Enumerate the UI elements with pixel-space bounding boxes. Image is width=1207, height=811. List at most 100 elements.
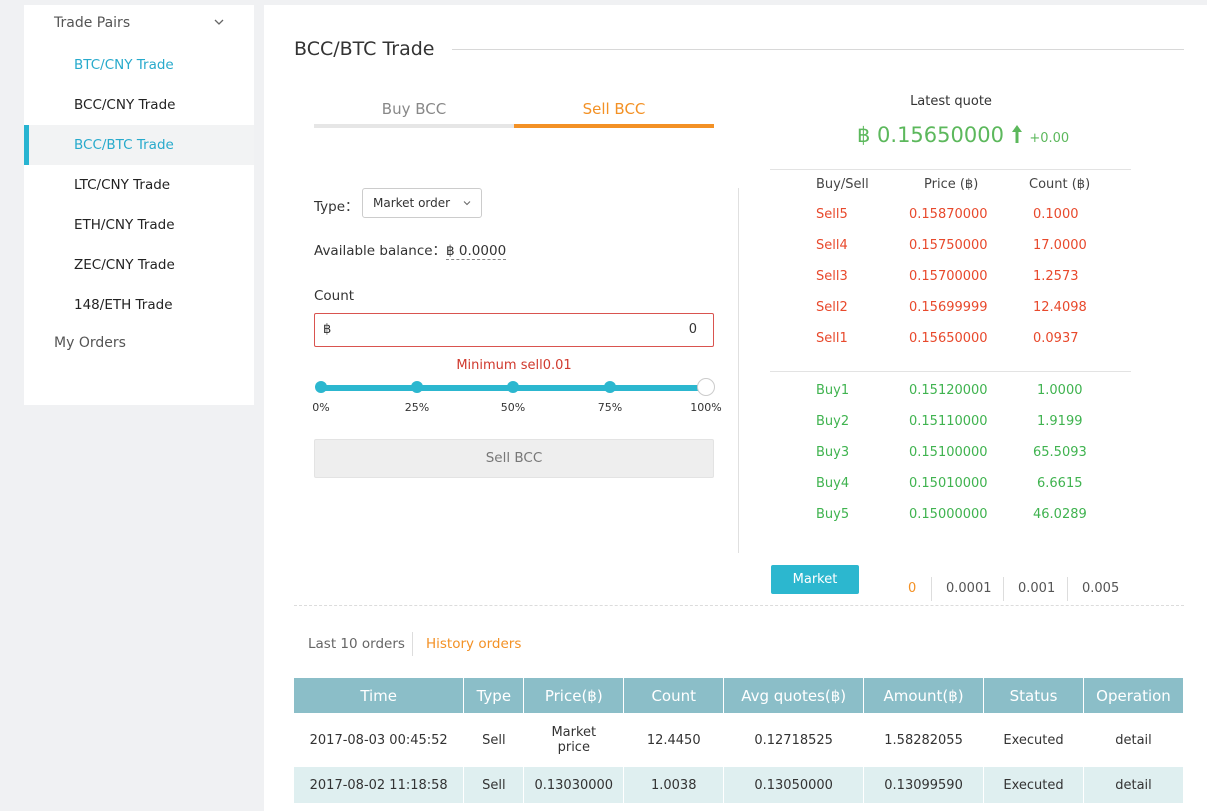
ask-count[interactable]: 17.0000 [1033, 238, 1087, 253]
sidebar-heading[interactable]: Trade Pairs [54, 15, 131, 31]
order-detail-link[interactable]: detail [1083, 767, 1185, 803]
count-input[interactable]: ฿ 0 [314, 313, 714, 347]
tab-last-orders[interactable]: Last 10 orders [308, 636, 405, 652]
order-detail-link[interactable]: detail [1083, 713, 1185, 767]
slider-stop-0[interactable] [315, 381, 327, 393]
arrow-up-icon [1011, 125, 1022, 143]
page-title: BCC/BTC Trade [294, 38, 435, 60]
precision-option[interactable]: 0.0001 [946, 581, 992, 596]
order-book-header-side: Buy/Sell [816, 177, 869, 192]
precision-option[interactable]: 0.005 [1082, 581, 1120, 596]
latest-quote-change: +0.00 [1029, 131, 1070, 146]
latest-quote: ฿ 0.15650000 +0.00 [857, 123, 1069, 147]
bid-count[interactable]: 65.5093 [1033, 445, 1087, 460]
slider-stop-25[interactable] [411, 381, 423, 393]
ask-side[interactable]: Sell5 [816, 207, 848, 222]
count-value[interactable]: 0 [688, 322, 697, 337]
latest-quote-price: ฿ 0.15650000 [857, 123, 1004, 147]
chevron-down-icon[interactable] [212, 15, 226, 29]
sidebar-item-my-orders[interactable]: My Orders [54, 335, 126, 351]
sidebar-item-btc-cny[interactable]: BTC/CNY Trade [74, 57, 174, 73]
precision-divider [931, 577, 932, 601]
sidebar-item-148-eth[interactable]: 148/ETH Trade [74, 297, 173, 313]
order-status: Executed [983, 713, 1084, 767]
order-book-top-line [770, 169, 1131, 170]
precision-divider [1067, 577, 1068, 601]
order-book-mid-line [770, 371, 1131, 372]
ask-count[interactable]: 0.0937 [1033, 331, 1079, 346]
bid-price[interactable]: 0.15000000 [909, 507, 988, 522]
slider-stop-75[interactable] [604, 381, 616, 393]
order-type: Sell [463, 713, 525, 767]
ask-price[interactable]: 0.15699999 [909, 300, 988, 315]
ask-side[interactable]: Sell4 [816, 238, 848, 253]
bid-count[interactable]: 6.6615 [1037, 476, 1083, 491]
bid-count[interactable]: 1.9199 [1037, 414, 1083, 429]
tab-history-orders[interactable]: History orders [426, 636, 522, 652]
column-header-amount: Amount(฿) [863, 678, 985, 713]
main-panel: BCC/BTC Trade Buy BCC Sell BCC Type： Mar… [264, 5, 1207, 811]
bid-count[interactable]: 1.0000 [1037, 383, 1083, 398]
order-time: 2017-08-03 00:45:52 [294, 713, 465, 767]
ask-price[interactable]: 0.15750000 [909, 238, 988, 253]
sell-submit-button[interactable]: Sell BCC [314, 439, 714, 478]
ask-count[interactable]: 12.4098 [1033, 300, 1087, 315]
ask-side[interactable]: Sell3 [816, 269, 848, 284]
sidebar-item-bcc-btc[interactable]: BCC/BTC Trade [24, 125, 254, 165]
tab-sell-underline [514, 124, 714, 128]
bid-price[interactable]: 0.15110000 [909, 414, 988, 429]
column-header-type: Type [463, 678, 525, 713]
market-button[interactable]: Market [771, 565, 859, 594]
bid-price[interactable]: 0.15100000 [909, 445, 988, 460]
section-divider [294, 605, 1184, 606]
ask-side[interactable]: Sell2 [816, 300, 848, 315]
order-time: 2017-08-02 11:18:58 [294, 767, 465, 803]
balance-label: Available balance： [314, 243, 447, 259]
minimum-sell-warning: Minimum sell0.01 [456, 358, 572, 373]
count-currency-prefix: ฿ [323, 322, 332, 337]
sidebar-item-zec-cny[interactable]: ZEC/CNY Trade [74, 257, 175, 273]
bid-price[interactable]: 0.15010000 [909, 476, 988, 491]
bid-side[interactable]: Buy1 [816, 383, 850, 398]
order-type-select[interactable]: Market order [362, 188, 482, 218]
sidebar-item-ltc-cny[interactable]: LTC/CNY Trade [74, 177, 171, 193]
bid-side[interactable]: Buy3 [816, 445, 850, 460]
tab-sell[interactable]: Sell BCC [582, 100, 646, 118]
balance-value[interactable]: ฿ 0.0000 [446, 243, 507, 260]
table-row: 2017-08-02 11:18:58 Sell 0.13030000 1.00… [294, 767, 1185, 803]
tab-buy-underline [314, 124, 514, 128]
order-amount: 0.13099590 [863, 767, 985, 803]
order-book-header-price: Price (฿) [924, 177, 979, 192]
tab-buy[interactable]: Buy BCC [381, 100, 447, 118]
order-amount: 1.58282055 [863, 713, 985, 767]
ask-count[interactable]: 1.2573 [1033, 269, 1079, 284]
bid-price[interactable]: 0.15120000 [909, 383, 988, 398]
sidebar-item-eth-cny[interactable]: ETH/CNY Trade [74, 217, 175, 233]
bid-side[interactable]: Buy5 [816, 507, 850, 522]
slider-label: 0% [312, 401, 330, 414]
count-label: Count [314, 288, 355, 304]
bid-count[interactable]: 46.0289 [1033, 507, 1087, 522]
precision-option[interactable]: 0.001 [1018, 581, 1056, 596]
order-price-line: Market [551, 725, 597, 740]
slider-handle[interactable] [697, 378, 715, 396]
ask-price[interactable]: 0.15870000 [909, 207, 988, 222]
order-price-line: price [557, 740, 590, 755]
ask-count[interactable]: 0.1000 [1033, 207, 1079, 222]
order-type-value: Market order [373, 196, 451, 210]
sidebar-item-bcc-cny[interactable]: BCC/CNY Trade [74, 97, 176, 113]
order-price: Market price [523, 713, 625, 767]
precision-option[interactable]: 0 [908, 581, 917, 596]
slider-stop-50[interactable] [507, 381, 519, 393]
bid-side[interactable]: Buy4 [816, 476, 850, 491]
bid-side[interactable]: Buy2 [816, 414, 850, 429]
ask-side[interactable]: Sell1 [816, 331, 848, 346]
column-header-price: Price(฿) [523, 678, 625, 713]
title-divider [452, 49, 1184, 50]
ask-price[interactable]: 0.15650000 [909, 331, 988, 346]
ask-price[interactable]: 0.15700000 [909, 269, 988, 284]
slider-label: 75% [597, 401, 623, 414]
type-label: Type： [314, 199, 359, 215]
chevron-down-icon [463, 201, 471, 206]
column-header-operation: Operation [1083, 678, 1185, 713]
